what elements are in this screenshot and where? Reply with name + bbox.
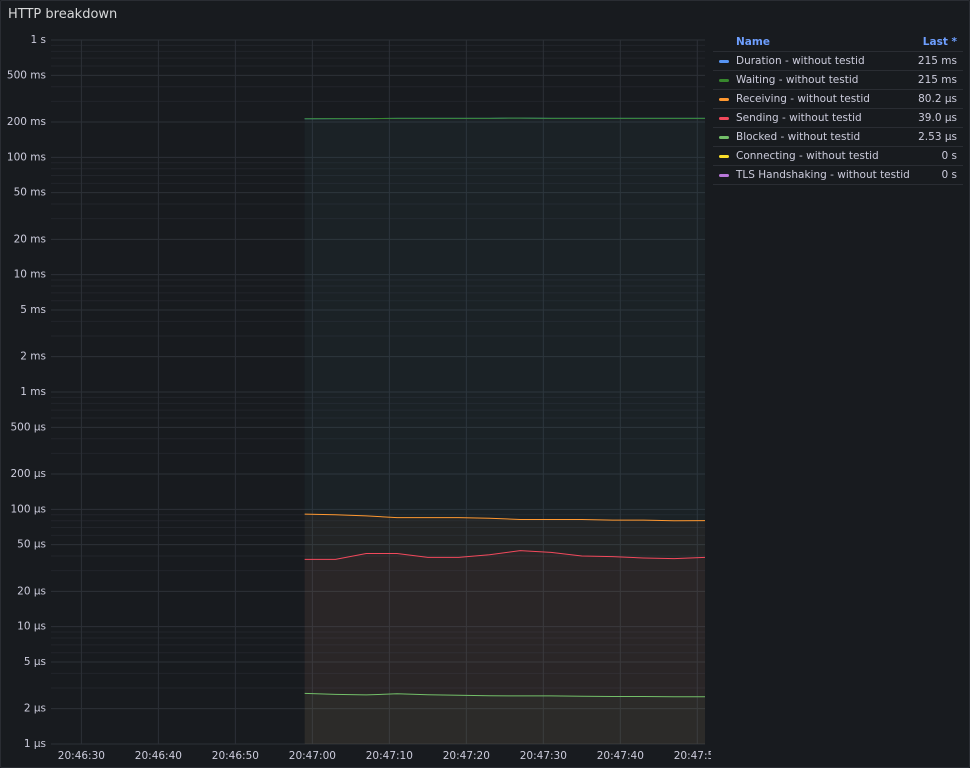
legend-swatch <box>719 116 729 120</box>
legend: Name Last * Duration - without testid 215… <box>713 33 963 185</box>
legend-last-value: 0 s <box>941 150 958 162</box>
legend-swatch <box>719 78 729 82</box>
series-area <box>305 693 705 744</box>
legend-last-value: 0 s <box>941 169 958 181</box>
legend-name: Duration - without testid <box>736 55 865 67</box>
legend-swatch <box>719 59 729 63</box>
y-tick-label: 100 ms <box>7 151 46 163</box>
legend-item[interactable]: Sending - without testid 39.0 µs <box>713 109 963 128</box>
legend-item[interactable]: TLS Handshaking - without testid 0 s <box>713 166 963 185</box>
legend-name: Blocked - without testid <box>736 131 861 143</box>
legend-last-value: 39.0 µs <box>918 112 957 124</box>
legend-item[interactable]: Blocked - without testid 2.53 µs <box>713 128 963 147</box>
x-tick-label: 20:46:30 <box>58 750 105 762</box>
y-tick-label: 100 µs <box>10 503 46 515</box>
x-tick-label: 20:47:00 <box>289 750 336 762</box>
y-tick-label: 20 ms <box>14 233 46 245</box>
y-tick-label: 500 µs <box>10 421 46 433</box>
legend-last-value: 2.53 µs <box>918 131 957 143</box>
legend-swatch <box>719 135 729 139</box>
legend-swatch <box>719 154 729 158</box>
legend-col-name[interactable]: Name <box>736 36 770 48</box>
x-tick-label: 20:47:10 <box>366 750 413 762</box>
chart: 1 s 500 ms 200 ms 100 ms 50 ms 20 ms 10 ms 5 ms… <box>7 34 711 762</box>
x-tick-label: 20:47:50 <box>674 750 711 762</box>
series-line <box>304 513 705 522</box>
legend-name: Waiting - without testid <box>736 74 859 86</box>
y-tick-label: 5 µs <box>24 656 46 668</box>
legend-header: Name Last * <box>713 33 963 52</box>
x-tick-label: 20:46:50 <box>212 750 259 762</box>
legend-swatch <box>719 173 729 177</box>
y-tick-label: 2 ms <box>20 351 46 363</box>
y-tick-label: 5 ms <box>20 304 46 316</box>
legend-name: Sending - without testid <box>736 112 862 124</box>
y-tick-label: 1 ms <box>20 386 46 398</box>
series-line <box>304 550 705 560</box>
legend-name: TLS Handshaking - without testid <box>736 169 910 181</box>
y-tick-label: 2 µs <box>24 703 46 715</box>
x-tick-label: 20:47:40 <box>597 750 644 762</box>
legend-item[interactable]: Connecting - without testid 0 s <box>713 147 963 166</box>
y-tick-label: 1 s <box>31 34 47 46</box>
x-tick-label: 20:46:40 <box>135 750 182 762</box>
y-tick-label: 10 ms <box>14 269 46 281</box>
legend-item[interactable]: Duration - without testid 215 ms <box>713 52 963 71</box>
legend-name: Connecting - without testid <box>736 150 879 162</box>
y-tick-label: 200 ms <box>7 116 46 128</box>
y-tick-label: 20 µs <box>17 585 46 597</box>
series-line <box>304 117 705 120</box>
y-tick-label: 200 µs <box>10 468 46 480</box>
legend-last-value: 80.2 µs <box>918 93 957 105</box>
plot-area <box>304 117 705 744</box>
legend-name: Receiving - without testid <box>736 93 870 105</box>
legend-col-last[interactable]: Last * <box>922 36 957 48</box>
y-tick-label: 1 µs <box>24 738 46 750</box>
y-tick-label: 50 µs <box>17 539 46 551</box>
legend-swatch <box>719 97 729 101</box>
y-tick-label: 500 ms <box>7 69 46 81</box>
y-tick-label: 10 µs <box>17 621 46 633</box>
x-tick-label: 20:47:30 <box>520 750 567 762</box>
legend-item[interactable]: Receiving - without testid 80.2 µs <box>713 90 963 109</box>
panel-title: HTTP breakdown <box>8 7 118 22</box>
legend-item[interactable]: Waiting - without testid 215 ms <box>713 71 963 90</box>
legend-last-value: 215 ms <box>917 74 957 86</box>
legend-last-value: 215 ms <box>917 55 957 67</box>
series-line <box>304 692 705 698</box>
y-tick-label: 50 ms <box>14 187 46 199</box>
x-tick-label: 20:47:20 <box>443 750 490 762</box>
